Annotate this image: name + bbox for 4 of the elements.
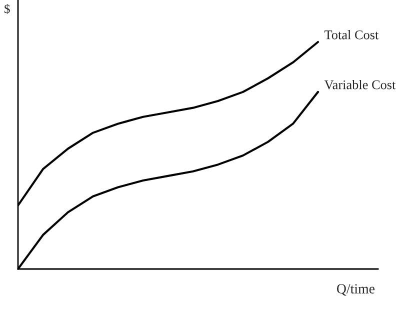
x-axis-title: Q/time — [336, 284, 375, 296]
y-axis-title: $ — [4, 4, 10, 14]
series-label: Variable Cost — [324, 80, 396, 90]
series-label: Total Cost — [324, 30, 379, 40]
